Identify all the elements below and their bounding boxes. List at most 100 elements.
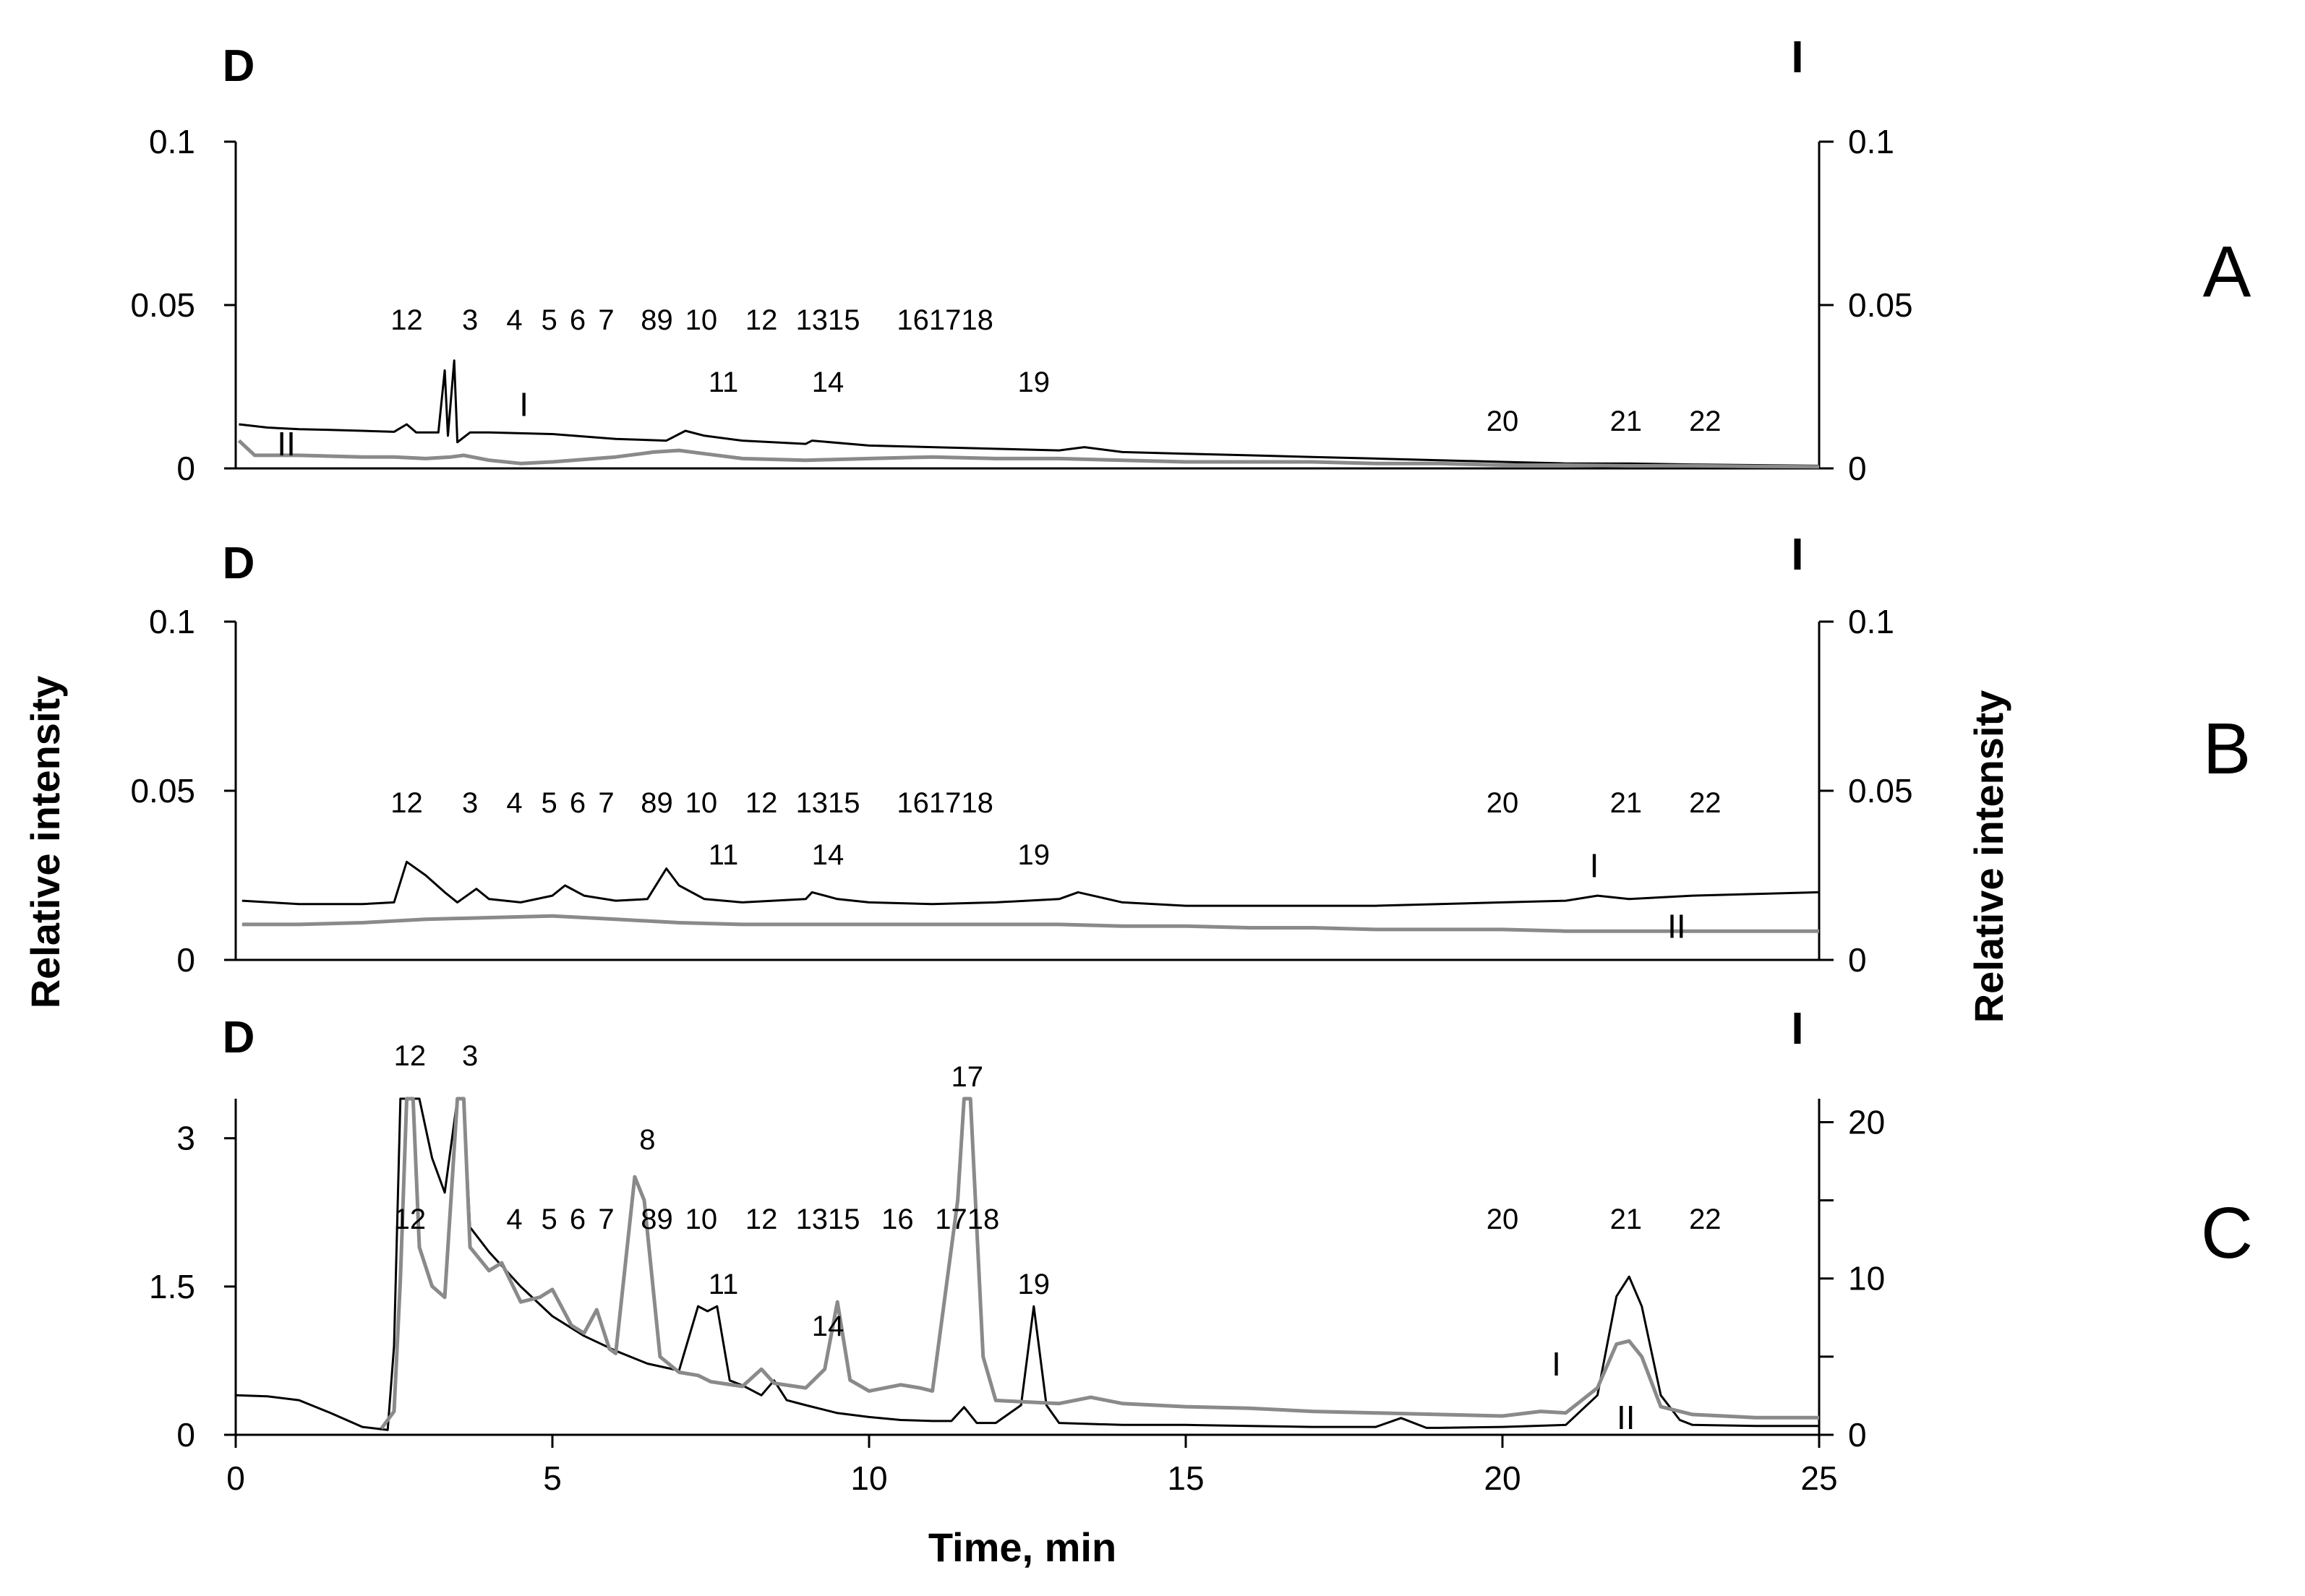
y-axis-title-right: Relative intensity [1966,690,2011,1024]
left-tick-label: 0 [176,450,195,487]
peak-label: 10 [685,304,718,336]
trace-marker: II [277,425,296,463]
corner-label-left: D [223,1013,255,1063]
peak-label: 12 [390,304,423,336]
peak-label: 6 [570,787,586,819]
peak-label: 19 [1018,366,1051,398]
peak-label: 14 [812,1310,844,1342]
peak-label: 8 [639,1124,655,1156]
peak-label: 11 [709,366,739,398]
peak-label: 11 [709,1269,739,1300]
x-axis-title: Time, min [928,1524,1116,1570]
peak-label: 10 [685,1204,718,1235]
peak-label: 12 [745,1204,778,1235]
panel-a: 0 0.05 0.1 0 0.05 0.1 D I A 12 3 4 5 6 7 89 10 12 1315 1617… [130,33,2251,487]
peak-label: 21 [1610,787,1643,819]
peak-label: 20 [1487,787,1519,819]
peak-label: 1315 [796,1204,860,1235]
peak-label: 14 [812,839,844,871]
right-tick-label: 0.05 [1848,286,1913,324]
peak-label: 17 [951,1061,984,1093]
right-tick-label: 0.05 [1848,772,1913,810]
peak-label: 7 [598,787,614,819]
left-tick-label: 0.05 [130,286,195,324]
corner-label-right: I [1791,530,1803,580]
peak-label: 20 [1487,406,1519,437]
trace-marker: I [1552,1345,1561,1383]
peak-label: 161718 [897,304,993,336]
x-tick-label: 10 [850,1459,887,1497]
trace-marker: I [519,386,529,424]
peak-label: 11 [709,839,739,871]
trace-i-line [235,1097,1819,1431]
corner-label-left: D [223,41,255,91]
trace-i-line [239,359,1820,467]
peak-label: 16 [881,1204,914,1235]
x-tick-label: 25 [1800,1459,1837,1497]
right-tick-label: 0 [1848,450,1867,487]
right-tick-label: 0 [1848,941,1867,979]
peak-label: 12 [390,787,423,819]
left-tick-label: 0.1 [149,123,195,160]
right-tick-label: 20 [1848,1103,1885,1141]
peak-label: 22 [1689,787,1722,819]
peak-label: 89 [641,304,673,336]
peak-label: 19 [1018,839,1051,871]
left-tick-label: 1.5 [149,1268,195,1305]
trace-ii-line [241,914,1819,933]
left-tick-label: 0.1 [149,603,195,640]
y-axis-title-left: Relative intensity [22,676,68,1009]
peak-label: 5 [541,304,557,336]
peak-label: 12 [745,787,778,819]
peak-label: 12 [394,1204,427,1235]
panel-label: C [2201,1193,2253,1274]
x-tick-label: 5 [543,1459,562,1497]
peak-label: 1315 [796,787,860,819]
corner-label-right: I [1791,1004,1803,1054]
peak-label: 3 [462,1040,478,1072]
peak-label: 20 [1487,1204,1519,1235]
peak-label: 4 [506,1204,522,1235]
peak-label: 6 [570,304,586,336]
peak-label: 19 [1018,1269,1051,1300]
trace-ii-line [380,1097,1819,1430]
trace-ii-line [237,439,1820,469]
right-tick-label: 10 [1848,1260,1885,1297]
peak-label: 4 [506,787,522,819]
peak-label: 1315 [796,304,860,336]
peak-label: 7 [598,1204,614,1235]
corner-label-right: I [1791,33,1803,82]
panel-label: B [2203,708,2251,789]
x-tick-label: 15 [1167,1459,1204,1497]
left-tick-label: 0 [176,1416,195,1454]
trace-marker: I [1590,846,1599,884]
peak-label: 4 [506,304,522,336]
peak-label: 21 [1610,1204,1643,1235]
panel-b: 0 0.05 0.1 0 0.05 0.1 D I B 12 3 4 5 6 7 89 10 12 1315 1617… [130,530,2251,979]
peak-label: 3 [462,787,478,819]
left-tick-label: 3 [176,1120,195,1157]
peak-label: 7 [598,304,614,336]
right-tick-label: 0.1 [1848,123,1894,160]
peak-label: 5 [541,1204,557,1235]
trace-i-line [241,860,1820,907]
peak-label: 21 [1610,406,1643,437]
peak-label: 89 [641,787,673,819]
peak-label: 10 [685,787,718,819]
peak-label: 161718 [897,787,993,819]
left-tick-label: 0 [176,941,195,979]
peak-label: 12 [745,304,778,336]
peak-label: 6 [570,1204,586,1235]
peak-label: 12 [394,1040,427,1072]
peak-label: 1718 [935,1204,999,1235]
peak-label: 14 [812,366,844,398]
peak-label: 5 [541,787,557,819]
peak-label: 22 [1689,1204,1722,1235]
trace-marker: II [1617,1399,1635,1436]
peak-label: 3 [462,304,478,336]
x-tick-label: 20 [1484,1459,1521,1497]
trace-marker: II [1667,908,1686,945]
